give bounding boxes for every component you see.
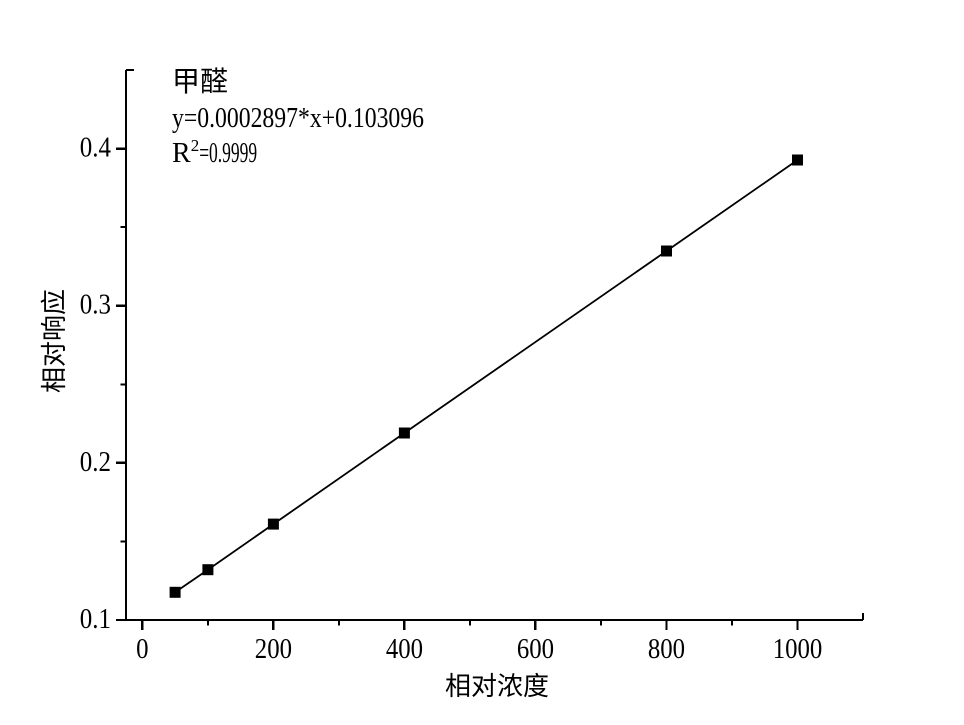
x-tick-label: 800 [648, 633, 685, 665]
y-tick-label: 0.4 [80, 132, 112, 164]
x-tick-label: 200 [255, 633, 292, 665]
data-point-marker [169, 586, 181, 598]
annotation-equation: y=0.0002897*x+0.103096 [172, 103, 424, 134]
r-squared-value: =0.9999 [199, 138, 257, 169]
r-squared-superscript: 2 [191, 136, 200, 155]
annotation-block: 甲醛 y=0.0002897*x+0.103096 R2=0.9999 [172, 66, 424, 169]
x-tick-label: 0 [136, 633, 148, 665]
annotation-compound-name: 甲醛 [172, 66, 228, 98]
r-squared-base: R [172, 138, 191, 169]
data-point-marker [202, 564, 214, 576]
annotation-r-squared: R2=0.9999 [172, 136, 257, 169]
x-axis-title: 相对浓度 [445, 672, 549, 701]
data-point-marker [267, 518, 279, 530]
data-point-marker [792, 154, 803, 166]
data-series-layer [169, 154, 803, 598]
y-tick-label: 0.2 [80, 446, 111, 478]
x-tick-label: 400 [386, 633, 423, 665]
x-tick-label: 1000 [773, 633, 823, 665]
y-tick-label: 0.1 [80, 603, 111, 635]
axes-layer: 0 200 400 600 800 1000 0.1 0.2 0.3 0.4 [80, 69, 864, 665]
data-point-marker [398, 427, 410, 439]
x-tick-label: 600 [517, 633, 554, 665]
y-tick-label: 0.3 [80, 289, 111, 321]
data-point-marker [661, 245, 672, 257]
y-axis-title: 相对响应 [40, 289, 69, 393]
